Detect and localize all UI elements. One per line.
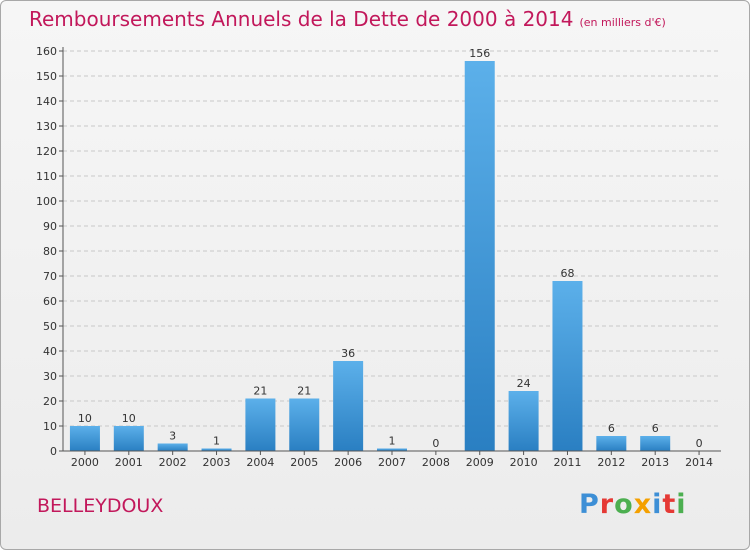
- y-tick-label: 20: [43, 395, 57, 408]
- y-axis: 0 10 20 30 40 50 60 70 80 90 100 110 120 130 140 150 160: [36, 45, 64, 458]
- y-tick-label: 80: [43, 245, 57, 258]
- bar-value-label: 0: [432, 437, 439, 450]
- x-tick-label: 2003: [203, 456, 231, 469]
- x-axis: 2000 2001 2002 2003 2004 2005 2006 2007 2008 2009…: [63, 450, 721, 469]
- bar-value-label: 3: [169, 430, 176, 443]
- y-tick-label: 50: [43, 320, 57, 333]
- bar-value-label: 21: [253, 385, 267, 398]
- x-tick-label: 2001: [115, 456, 143, 469]
- bar-value-label: 6: [608, 422, 615, 435]
- x-tick-label: 2014: [685, 456, 713, 469]
- logo-letter: x: [633, 489, 653, 520]
- bar: [157, 443, 188, 451]
- logo-letter: i: [652, 489, 663, 520]
- y-tick-label: 130: [36, 120, 57, 133]
- y-tick-label: 120: [36, 145, 57, 158]
- bar-value-label: 156: [469, 47, 490, 60]
- bar-value-label: 10: [78, 412, 92, 425]
- x-tick-label: 2002: [159, 456, 187, 469]
- logo-letter: P: [579, 489, 600, 520]
- y-tick-label: 30: [43, 370, 57, 383]
- x-tick-label: 2009: [466, 456, 494, 469]
- y-tick-label: 70: [43, 270, 57, 283]
- bar: [113, 426, 144, 451]
- x-tick-label: 2013: [641, 456, 669, 469]
- bar-value-label: 36: [341, 347, 355, 360]
- logo-letter: r: [599, 489, 615, 520]
- bar: [201, 448, 232, 451]
- y-tick-label: 100: [36, 195, 57, 208]
- x-tick-label: 2006: [334, 456, 362, 469]
- y-tick-label: 140: [36, 95, 57, 108]
- bar: [640, 436, 671, 451]
- bar: [245, 398, 276, 451]
- chart-title: Remboursements Annuels de la Dette de 20…: [29, 7, 666, 31]
- bar-value-label: 21: [297, 385, 311, 398]
- unit-note: (en milliers d'€): [579, 16, 666, 29]
- bar: [552, 281, 583, 451]
- bar: [508, 391, 539, 451]
- bar-value-label: 1: [389, 435, 396, 448]
- x-tick-label: 2008: [422, 456, 450, 469]
- grid-lines: [63, 50, 721, 452]
- x-tick-label: 2000: [71, 456, 99, 469]
- y-tick-label: 160: [36, 45, 57, 58]
- y-tick-label: 110: [36, 170, 57, 183]
- bar: [289, 398, 320, 451]
- logo-letter: o: [614, 489, 634, 520]
- y-tick-label: 150: [36, 70, 57, 83]
- bar: [333, 361, 364, 451]
- bar: [596, 436, 627, 451]
- bar: [464, 61, 495, 451]
- title-text: Remboursements Annuels de la Dette de 20…: [29, 7, 574, 31]
- bar-value-label: 68: [560, 267, 574, 280]
- commune-name: BELLEYDOUX: [37, 495, 164, 517]
- bar-value-label: 6: [652, 422, 659, 435]
- x-tick-label: 2010: [510, 456, 538, 469]
- bar: [69, 426, 100, 451]
- x-tick-label: 2005: [290, 456, 318, 469]
- y-tick-label: 60: [43, 295, 57, 308]
- x-tick-label: 2004: [246, 456, 274, 469]
- x-tick-label: 2011: [553, 456, 581, 469]
- bar-value-label: 0: [696, 437, 703, 450]
- logo-letter: i: [676, 489, 687, 520]
- bar-value-label: 10: [122, 412, 136, 425]
- bar: [377, 448, 407, 451]
- y-tick-label: 40: [43, 345, 57, 358]
- x-tick-label: 2007: [378, 456, 406, 469]
- x-tick-label: 2012: [597, 456, 625, 469]
- y-tick-label: 10: [43, 420, 57, 433]
- proxiti-logo[interactable]: Proxiti: [579, 489, 687, 520]
- y-tick-label: 90: [43, 220, 57, 233]
- y-tick-label: 0: [50, 445, 57, 458]
- bar-value-label: 24: [517, 377, 531, 390]
- logo-letter: t: [662, 489, 677, 520]
- bar-value-label: 1: [213, 435, 220, 448]
